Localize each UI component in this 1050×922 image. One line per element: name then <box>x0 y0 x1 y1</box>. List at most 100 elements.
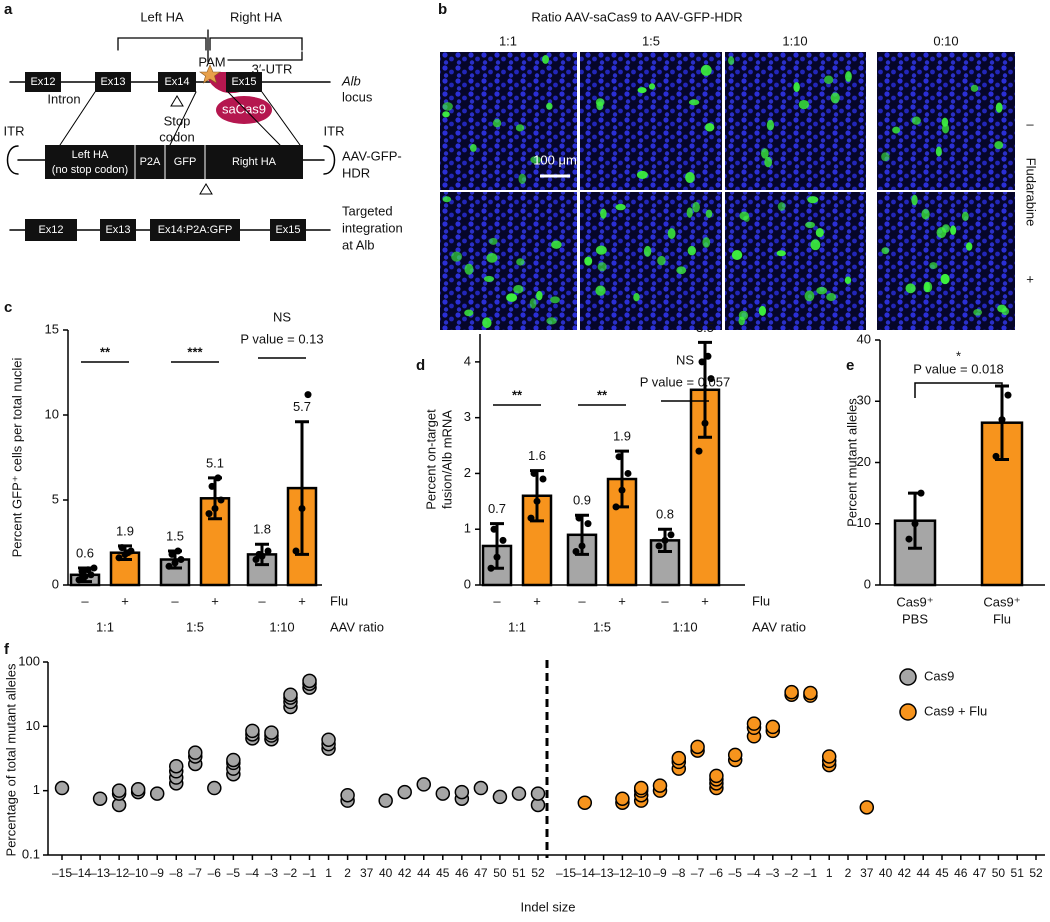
exon-label: Ex12 <box>30 76 55 88</box>
panel-label: c <box>4 299 12 316</box>
x-tick-label: –2 <box>785 866 799 880</box>
data-label: 5.1 <box>206 455 224 470</box>
label: Alb <box>341 73 361 88</box>
gfp-cell <box>597 262 607 272</box>
x-tick-label: –6 <box>710 866 724 880</box>
gfp-cell <box>596 101 604 111</box>
y-tick-label: 15 <box>45 321 59 336</box>
side-label: Fludarabine <box>1024 158 1039 227</box>
y-tick-label: 10 <box>45 406 59 421</box>
error-bar <box>208 476 222 521</box>
group-label: 1:1 <box>508 619 526 634</box>
panel-label: e <box>846 357 854 374</box>
data-label: 0.6 <box>76 545 94 560</box>
legend-marker <box>899 703 917 721</box>
gfp-cell <box>892 126 901 134</box>
x-tick-label: 51 <box>512 866 526 880</box>
gfp-cell <box>961 211 969 221</box>
data-point <box>54 780 70 796</box>
segment-label: Left HA <box>72 149 109 161</box>
gfp-cell <box>550 296 560 304</box>
data-point <box>655 542 663 550</box>
exon <box>95 72 131 92</box>
significance: ** <box>512 387 523 402</box>
gfp-cell <box>492 119 502 128</box>
exon-label: Ex14 <box>164 76 189 88</box>
label: HDR <box>342 165 370 180</box>
gfp-cell <box>728 56 735 65</box>
gfp-cell <box>804 290 815 302</box>
x-tick-label: –7 <box>189 866 203 880</box>
x-tick-label: + <box>211 593 219 608</box>
y-axis-label: Percentage of total mutant alleles <box>3 663 18 856</box>
significance: ** <box>100 344 111 359</box>
segment-label: (no stop codon) <box>52 164 128 176</box>
gfp-cell <box>486 253 498 263</box>
gfp-cell <box>942 123 950 134</box>
x-tick-label: 37 <box>860 866 874 880</box>
column-label: 1:10 <box>782 33 807 48</box>
x-tick-label: –14 <box>71 866 91 880</box>
gfp-cell <box>513 285 524 294</box>
data-point <box>473 780 489 796</box>
x-tick-label: –8 <box>672 866 686 880</box>
panel-labels: a b c d e f <box>4 1 854 658</box>
significance: *** <box>187 344 203 359</box>
data-label: 1.9 <box>116 523 134 538</box>
gfp-cell <box>536 290 543 301</box>
data-point <box>302 673 317 689</box>
x-tick-label: 42 <box>398 866 412 880</box>
exon <box>100 219 136 241</box>
gfp-cell <box>615 203 626 211</box>
error-bar <box>255 542 269 567</box>
gfp-cell <box>935 146 942 157</box>
gfp-cell <box>469 143 477 152</box>
data-point <box>633 780 649 796</box>
data-label: 0.8 <box>656 507 674 522</box>
x-tick-label: –13 <box>90 866 110 880</box>
data-point <box>615 791 630 806</box>
p-value: P value = 0.057 <box>640 374 730 389</box>
x-tick-label: –10 <box>631 866 651 880</box>
data-point <box>304 391 312 399</box>
data-point <box>177 556 185 563</box>
gfp-cell <box>516 258 525 266</box>
gfp-cell <box>482 317 492 329</box>
segment-label: P2A <box>140 156 161 168</box>
gfp-cell <box>702 237 711 248</box>
column-label: 1:5 <box>642 33 660 48</box>
data-label: 1.9 <box>613 429 631 444</box>
row-label: AAV ratio <box>330 619 384 634</box>
error-bar <box>118 544 132 561</box>
data-point <box>217 496 225 504</box>
x-tick-label: 44 <box>917 866 931 880</box>
x-tick-label: 52 <box>1029 866 1043 880</box>
legend-label: Cas9 <box>924 668 954 683</box>
data-point <box>245 723 260 739</box>
gfp-cell <box>764 156 773 168</box>
gfp-cell <box>542 55 550 64</box>
y-tick-label: 10 <box>857 515 871 530</box>
data-point <box>784 684 799 700</box>
data-label: 0.9 <box>573 493 591 508</box>
donor <box>45 145 303 179</box>
gfp-cell <box>584 256 593 266</box>
x-tick-label: 44 <box>417 866 431 880</box>
x-tick-label: – <box>81 593 89 608</box>
data-point <box>378 793 393 808</box>
data-label: 1.8 <box>253 522 271 537</box>
gfp-cell <box>704 122 715 132</box>
data-point <box>87 571 95 579</box>
y-tick-label: 30 <box>857 393 871 408</box>
x-tick-label: 2 <box>845 866 852 880</box>
p-value: P value = 0.018 <box>913 361 1003 376</box>
error-bar <box>295 420 309 556</box>
exon-label: Ex15 <box>275 224 300 236</box>
data-point <box>492 789 508 805</box>
micrograph <box>725 52 866 190</box>
label: ITR <box>324 123 345 138</box>
data-point <box>168 758 184 774</box>
data-point <box>264 547 272 555</box>
panel-label: d <box>416 357 425 374</box>
